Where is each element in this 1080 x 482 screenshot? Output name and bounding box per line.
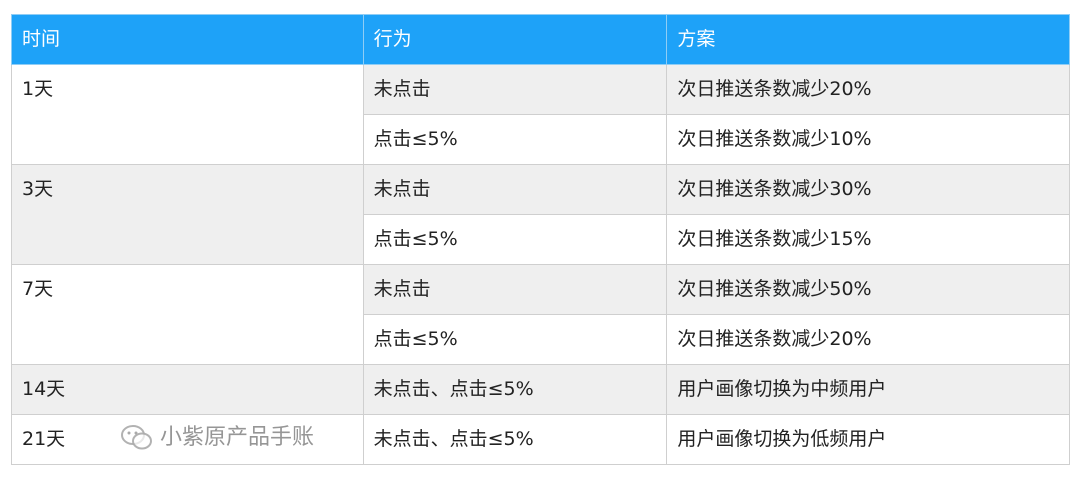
cell-time: 21天 — [11, 414, 364, 465]
cell-plan: 次日推送条数减少20% — [666, 64, 1070, 115]
cell-plan: 次日推送条数减少15% — [666, 214, 1070, 265]
cell-time: 3天 — [11, 164, 364, 265]
cell-behavior: 未点击 — [362, 264, 668, 315]
cell-plan: 用户画像切换为低频用户 — [666, 414, 1070, 465]
cell-plan: 用户画像切换为中频用户 — [666, 364, 1070, 415]
cell-time: 14天 — [11, 364, 364, 415]
table-row: 1天 未点击 次日推送条数减少20% — [11, 64, 1070, 165]
table-row: 点击≤5% 次日推送条数减少10% — [12, 114, 1070, 165]
table-row: 点击≤5% 次日推送条数减少15% — [12, 214, 1070, 265]
wechat-icon — [121, 425, 152, 450]
table-row: 7天 未点击 次日推送条数减少50% — [11, 264, 1070, 365]
header-time: 时间 — [11, 14, 364, 65]
table-row: 点击≤5% 次日推送条数减少20% — [12, 314, 1070, 365]
cell-behavior: 未点击、点击≤5% — [362, 364, 668, 415]
table-row: 3天 未点击 次日推送条数减少30% — [11, 164, 1070, 265]
cell-time: 7天 — [11, 264, 364, 365]
cell-time: 1天 — [11, 64, 364, 165]
cell-behavior: 点击≤5% — [362, 214, 668, 265]
header-plan: 方案 — [666, 14, 1070, 65]
cell-behavior: 点击≤5% — [362, 314, 668, 365]
table-header-row: 时间 行为 方案 — [11, 14, 1070, 65]
watermark-text: 小紫原产品手账 — [160, 425, 315, 450]
cell-plan: 次日推送条数减少30% — [666, 164, 1070, 215]
cell-behavior: 未点击、点击≤5% — [362, 414, 668, 465]
cell-behavior: 点击≤5% — [362, 114, 668, 165]
cell-behavior: 未点击 — [362, 164, 668, 215]
table-body: 1天 未点击 次日推送条数减少20% 点击≤5% 次日推送条数减少10% 3天 未点击 次日推… — [11, 64, 1070, 465]
table-row: 21天 未点击、点击≤5% 用户画像切换为低频用户 — [11, 414, 1070, 465]
cell-behavior: 未点击 — [362, 64, 668, 115]
table-row: 14天 未点击、点击≤5% 用户画像切换为中频用户 — [11, 364, 1070, 415]
watermark: 小紫原产品手账 — [120, 423, 314, 453]
cell-plan: 次日推送条数减少20% — [666, 314, 1070, 365]
push-strategy-table: 时间 行为 方案 1天 未点击 次日推送条数减少20% 点击≤5% 次日推送条数减少10… — [11, 14, 1070, 465]
cell-plan: 次日推送条数减少50% — [666, 264, 1070, 315]
header-behavior: 行为 — [362, 14, 668, 65]
cell-plan: 次日推送条数减少10% — [666, 114, 1070, 165]
